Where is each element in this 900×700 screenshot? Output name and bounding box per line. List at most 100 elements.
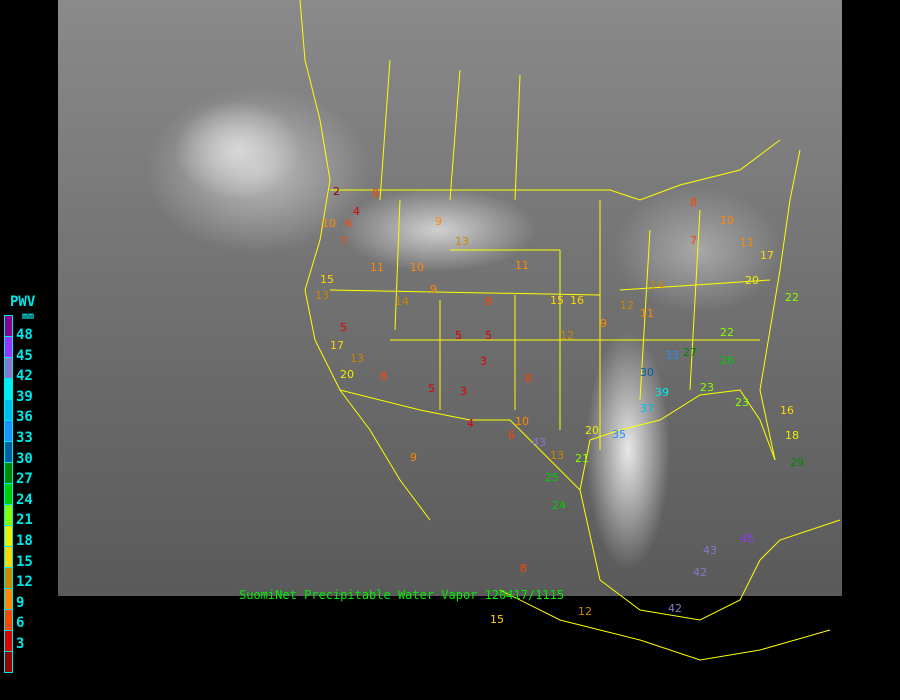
station-pwv-value: 11	[370, 261, 384, 274]
station-pwv-value: 12	[560, 329, 574, 342]
station-pwv-value: 5	[340, 321, 347, 334]
station-pwv-value: 9	[435, 215, 442, 228]
state-lines	[329, 59, 771, 450]
station-pwv-value: 22	[720, 326, 734, 339]
legend-tick: 30	[16, 450, 33, 467]
station-pwv-value: 4	[353, 205, 360, 218]
station-pwv-value: 11	[740, 236, 754, 249]
station-pwv-value: 11	[515, 259, 529, 272]
legend-tick: 24	[16, 491, 33, 508]
legend-tick: 15	[16, 553, 33, 570]
station-pwv-value: 7	[340, 235, 347, 248]
legend-swatch	[4, 525, 13, 546]
station-pwv-value: 7	[690, 234, 697, 247]
station-pwv-value: 15	[490, 613, 504, 626]
station-pwv-value: 42	[668, 602, 682, 615]
station-pwv-value: 8	[690, 196, 697, 209]
legend-tick: 6	[16, 615, 25, 632]
east-coast	[759, 149, 801, 461]
legend-tick: 27	[16, 471, 33, 488]
legend-swatch	[4, 546, 13, 567]
station-pwv-value: 30	[640, 366, 654, 379]
legend-tick: 12	[16, 574, 33, 591]
legend-swatch	[4, 315, 13, 336]
station-pwv-value: 3	[460, 385, 467, 398]
station-pwv-value: 9	[600, 317, 607, 330]
station-pwv-value: 21	[575, 452, 589, 465]
station-pwv-value: 20	[340, 368, 354, 381]
station-pwv-value: 16	[570, 294, 584, 307]
station-pwv-value: 6	[508, 429, 515, 442]
station-pwv-value: 12	[578, 605, 592, 618]
legend-tick: 21	[16, 512, 33, 529]
legend-tick: 48	[16, 327, 33, 343]
legend-swatch	[4, 420, 13, 441]
legend-tick: 33	[16, 430, 33, 446]
station-pwv-value: 37	[640, 402, 654, 415]
us-canada-border	[330, 139, 781, 201]
station-pwv-value: 15	[320, 273, 334, 286]
station-pwv-value: 17	[330, 339, 344, 352]
station-pwv-value: 11	[640, 307, 654, 320]
station-pwv-value: 23	[735, 396, 749, 409]
station-pwv-value: 13	[350, 352, 364, 365]
station-pwv-value: 10	[322, 217, 336, 230]
legend-unit: mm	[22, 311, 35, 322]
legend-swatch	[4, 630, 13, 651]
legend-tick: 18	[16, 533, 33, 549]
station-pwv-value: 14	[650, 279, 664, 292]
station-pwv-value: 20	[585, 424, 599, 437]
station-pwv-value: 39	[655, 386, 669, 399]
legend-swatch	[4, 336, 13, 357]
legend-swatch	[4, 378, 13, 399]
legend-tick: 45	[16, 347, 33, 364]
west-coast	[299, 0, 431, 521]
station-pwv-value: 42	[693, 566, 707, 579]
legend-tick: 3	[16, 636, 25, 652]
station-pwv-value: 45	[740, 532, 754, 545]
station-pwv-value: 22	[785, 291, 799, 304]
station-pwv-value: 3	[480, 355, 487, 368]
station-pwv-value: 14	[395, 295, 409, 308]
station-pwv-value: 4	[467, 417, 474, 430]
legend-tick: 36	[16, 409, 33, 426]
legend-tick: 39	[16, 388, 33, 405]
station-pwv-value: 13	[315, 289, 329, 302]
legend-swatch	[4, 651, 13, 673]
station-pwv-value: 18	[785, 429, 799, 442]
legend-swatch	[4, 441, 13, 462]
station-pwv-value: 43	[703, 544, 717, 557]
station-pwv-value: 5	[455, 329, 462, 342]
station-pwv-value: 24	[552, 499, 566, 512]
station-pwv-value: 13	[455, 235, 469, 248]
legend-tick: 42	[16, 368, 33, 385]
station-pwv-value: 5	[428, 382, 435, 395]
station-pwv-value: 20	[745, 274, 759, 287]
station-pwv-value: 8	[485, 295, 492, 308]
station-pwv-value: 27	[683, 346, 697, 359]
station-pwv-value: 8	[380, 370, 387, 383]
map-caption: SuomiNet Precipitable Water Vapor 120417…	[239, 588, 565, 602]
station-pwv-value: 10	[410, 261, 424, 274]
station-pwv-value: 9	[430, 283, 437, 296]
station-pwv-value: 26	[720, 354, 734, 367]
station-pwv-value: 8	[520, 562, 527, 575]
station-pwv-value: 9	[410, 451, 417, 464]
legend-swatch	[4, 588, 13, 609]
station-pwv-value: 16	[780, 404, 794, 417]
station-pwv-value: 43	[532, 436, 546, 449]
legend-swatch	[4, 609, 13, 630]
legend-swatch	[4, 483, 13, 504]
station-pwv-value: 5	[485, 329, 492, 342]
legend-tick: 9	[16, 594, 25, 611]
mexico-coast	[499, 489, 841, 661]
legend-swatch	[4, 567, 13, 588]
legend-colorbar	[4, 315, 13, 673]
satellite-image	[58, 0, 842, 596]
station-pwv-value: 33	[665, 349, 679, 362]
us-mexico-border	[339, 389, 581, 491]
legend-swatch	[4, 462, 13, 483]
legend-title: PWV	[10, 294, 36, 310]
station-pwv-value: 35	[612, 428, 626, 441]
